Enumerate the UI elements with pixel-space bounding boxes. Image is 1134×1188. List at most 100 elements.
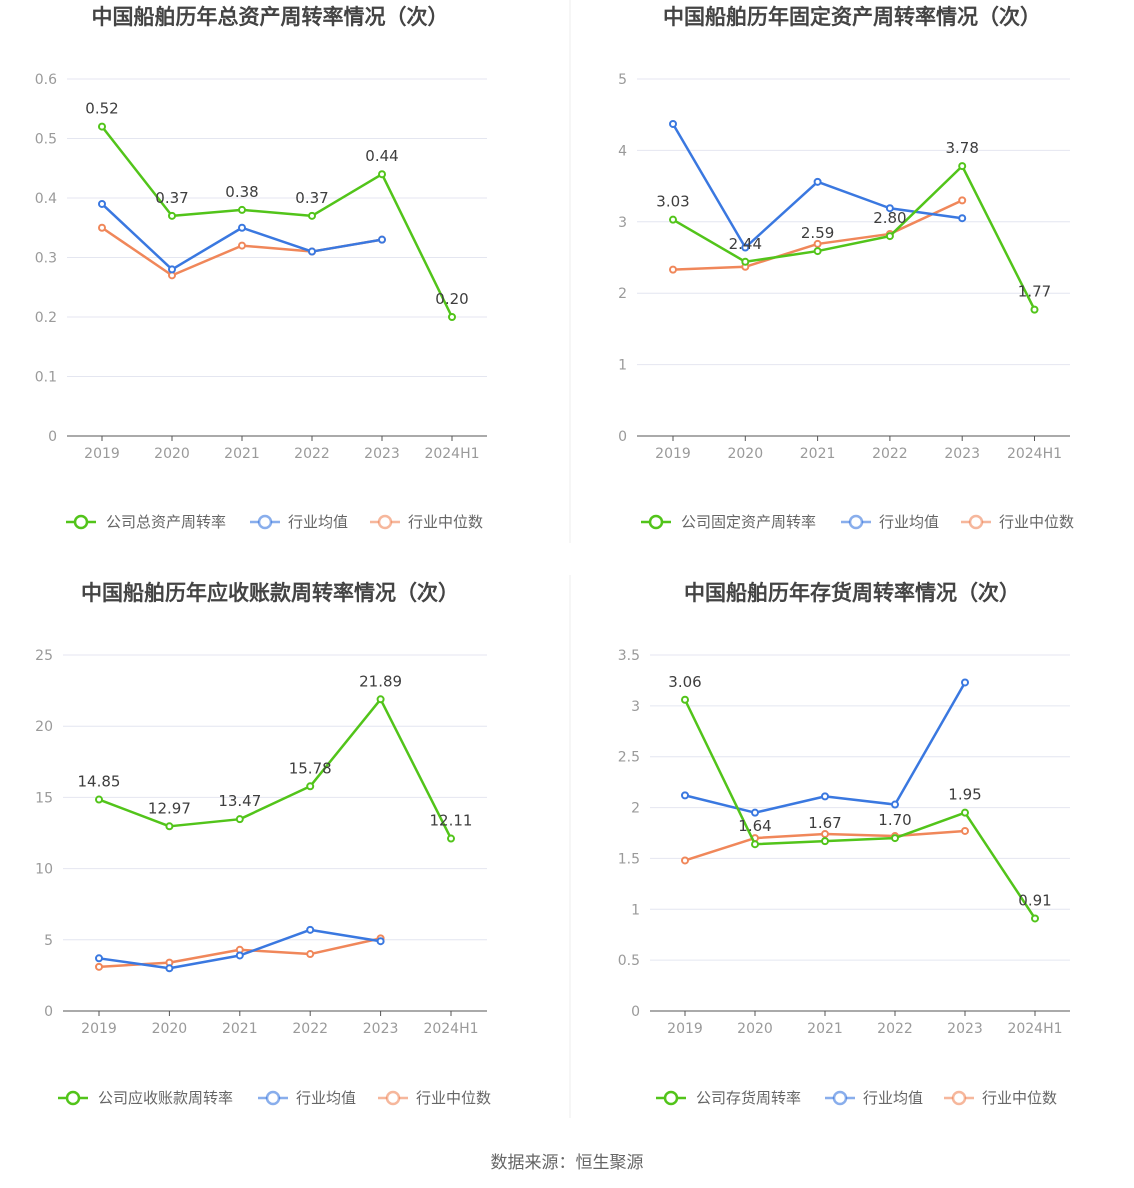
- y-tick-label: 10: [35, 862, 53, 878]
- data-point-mean: [813, 177, 822, 186]
- y-tick-label: 5: [618, 72, 627, 88]
- x-tick-label: 2020: [154, 446, 190, 462]
- data-point-company: [95, 795, 103, 804]
- series-line-company: [98, 698, 453, 840]
- data-point-median: [306, 950, 315, 959]
- chart-panel-3: 中国船舶历年应收账款周转率情况（次） 0 5 10 15 20 25 2019 2020 2021…: [35, 581, 491, 1107]
- x-tick-label: 2024H1: [1007, 1021, 1062, 1037]
- data-label: 3.03: [656, 193, 689, 211]
- chart-panel-1: 中国船舶历年总资产周转率情况（次） 0 0.1 0.2 0.3 0.4 0.5 0.6 2019…: [35, 5, 487, 531]
- legend-marker-company: [663, 1090, 679, 1106]
- data-point-mean: [681, 791, 689, 800]
- data-point-mean: [669, 119, 677, 128]
- data-point-mean: [378, 235, 386, 244]
- data-label: 12.11: [430, 812, 473, 830]
- series-median: [669, 196, 967, 274]
- series-line-company: [672, 164, 1036, 311]
- y-tick-label: 4: [618, 143, 627, 159]
- data-point-median: [95, 962, 103, 971]
- x-tick-label: 2019: [655, 446, 691, 462]
- legend-label-median: 行业中位数: [982, 1089, 1057, 1107]
- data-point-mean: [741, 243, 750, 252]
- data-point-company: [961, 808, 969, 817]
- data-label: 15.78: [289, 759, 332, 777]
- data-point-mean: [306, 925, 315, 934]
- data-point-company: [669, 215, 677, 224]
- y-tick-label: 0.4: [35, 191, 57, 207]
- data-point-company: [958, 162, 967, 171]
- chart-title: 中国船舶历年固定资产周转率情况（次）: [663, 5, 1041, 29]
- data-point-median: [681, 856, 689, 865]
- legend-label-mean: 行业均值: [863, 1089, 923, 1107]
- x-tick-label: 2022: [872, 446, 908, 462]
- data-point-mean: [165, 964, 174, 973]
- y-tick-label: 0.5: [35, 132, 57, 148]
- data-point-company: [98, 122, 106, 131]
- y-tick-label: 2.5: [618, 750, 640, 766]
- data-label: 3.78: [945, 139, 978, 157]
- data-label: 0.38: [225, 183, 258, 201]
- legend-marker-mean: [265, 1090, 281, 1106]
- data-label: 1.77: [1018, 283, 1051, 301]
- data-point-company: [378, 170, 386, 179]
- series-company: 0.52 0.37 0.38 0.37 0.44 0.20: [85, 100, 469, 321]
- data-point-company: [306, 782, 315, 791]
- y-tick-label: 0: [631, 1004, 640, 1020]
- y-tick-label: 20: [35, 719, 53, 735]
- data-label: 0.91: [1018, 891, 1051, 909]
- legend: 公司应收账款周转率 行业均值 行业中位数: [58, 1089, 491, 1107]
- y-tick-label: 1.5: [618, 851, 640, 867]
- data-point-mean: [376, 937, 385, 946]
- legend: 公司存货周转率 行业均值 行业中位数: [656, 1089, 1057, 1107]
- x-tick-label: 2023: [363, 1021, 399, 1037]
- data-label: 0.44: [365, 147, 398, 165]
- x-tick-label: 2021: [800, 446, 836, 462]
- data-point-company: [238, 205, 246, 214]
- series-company: 3.03 2.44 2.59 2.80 3.78 1.77: [656, 139, 1051, 314]
- x-tick-label: 2023: [947, 1021, 983, 1037]
- x-tick-label: 2021: [807, 1021, 843, 1037]
- x-tick-label: 2024H1: [423, 1021, 478, 1037]
- data-point-mean: [95, 954, 103, 963]
- legend-marker-median: [377, 514, 393, 530]
- legend: 公司总资产周转率 行业均值 行业中位数: [66, 513, 483, 531]
- data-label: 12.97: [148, 799, 191, 817]
- data-label: 2.44: [729, 235, 762, 253]
- data-label: 13.47: [218, 792, 261, 810]
- x-tick-label: 2022: [877, 1021, 913, 1037]
- data-point-company: [891, 834, 899, 843]
- y-tick-label: 2: [618, 286, 627, 302]
- x-tick-label: 2024H1: [1007, 446, 1062, 462]
- series-line-median: [101, 226, 383, 277]
- data-label: 3.06: [668, 673, 701, 691]
- data-point-company: [308, 211, 316, 220]
- chart-title: 中国船舶历年存货周转率情况（次）: [684, 581, 1020, 605]
- legend-label-mean: 行业均值: [879, 513, 939, 531]
- data-point-mean: [98, 199, 106, 208]
- legend-label-median: 行业中位数: [999, 513, 1074, 531]
- y-tick-label: 0.3: [35, 251, 57, 267]
- data-label: 0.37: [295, 189, 328, 207]
- data-point-mean: [235, 951, 244, 960]
- y-tick-label: 0: [48, 429, 57, 445]
- data-point-mean: [885, 204, 894, 213]
- x-tick-label: 2023: [944, 446, 980, 462]
- legend-label-mean: 行业均值: [288, 513, 348, 531]
- y-tick-label: 15: [35, 790, 53, 806]
- data-label: 1.64: [738, 817, 771, 835]
- x-tick-label: 2022: [292, 1021, 328, 1037]
- y-tick-label: 0: [618, 429, 627, 445]
- y-tick-label: 0.6: [35, 72, 57, 88]
- series-mean: [98, 199, 386, 274]
- legend-marker-median: [951, 1090, 967, 1106]
- x-tick-label: 2020: [727, 446, 763, 462]
- charts-group: 中国船舶历年总资产周转率情况（次） 0 0.1 0.2 0.3 0.4 0.5 0.6 2019…: [35, 5, 1074, 1107]
- chart-panel-2: 中国船舶历年固定资产周转率情况（次） 0 1 2 3 4 5 2019 2020 2021 2022…: [618, 5, 1074, 531]
- legend-marker-mean: [257, 514, 273, 530]
- data-point-company: [1030, 305, 1039, 314]
- data-point-company: [168, 211, 176, 220]
- data-label: 1.67: [808, 814, 841, 832]
- y-tick-label: 2: [631, 801, 640, 817]
- data-label: 1.95: [948, 786, 981, 804]
- y-tick-label: 25: [35, 648, 53, 664]
